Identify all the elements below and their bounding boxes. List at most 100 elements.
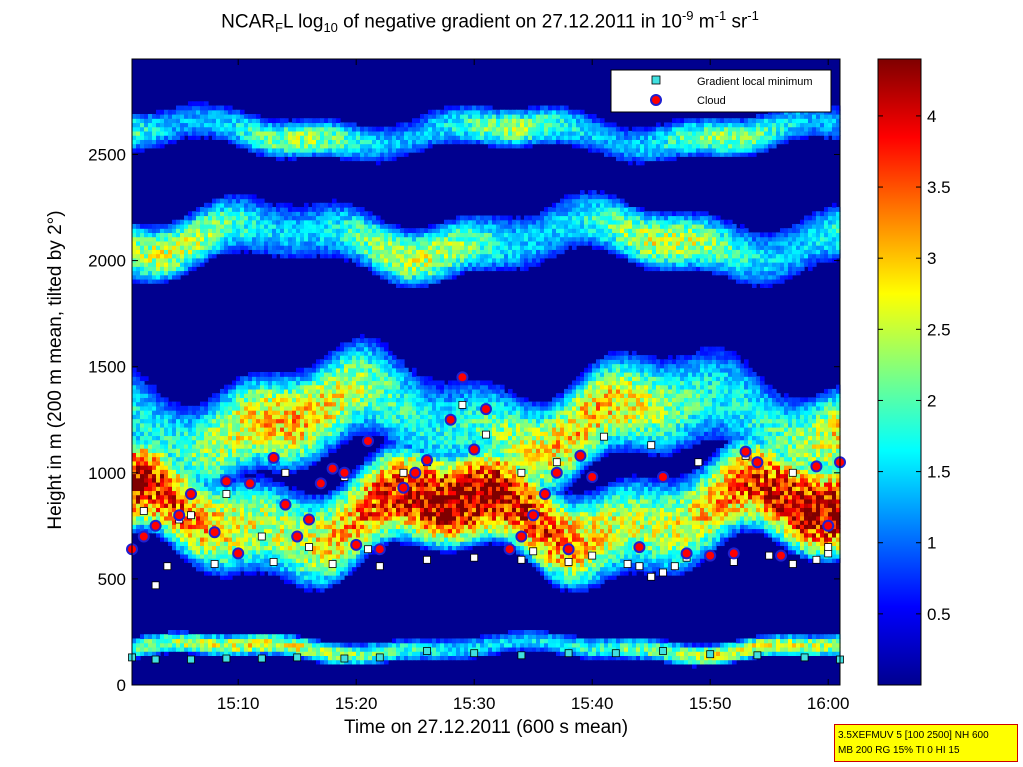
heatmap-cell	[368, 350, 373, 356]
heatmap-cell	[304, 122, 309, 128]
heatmap-cell	[244, 562, 249, 568]
heatmap-cell	[208, 113, 213, 119]
heatmap-cell	[288, 122, 293, 128]
heatmap-cell	[356, 469, 361, 475]
heatmap-cell	[296, 211, 301, 217]
heatmap-cell	[320, 240, 325, 246]
heatmap-cell	[216, 638, 221, 644]
heatmap-cell	[144, 253, 149, 259]
heatmap-cell	[380, 515, 385, 521]
heatmap-cell	[356, 139, 361, 145]
heatmap-cell	[168, 448, 173, 453]
heatmap-cell	[172, 418, 177, 424]
heatmap-cell	[388, 452, 393, 458]
heatmap-cell	[288, 410, 293, 415]
heatmap-cell	[344, 511, 349, 517]
heatmap-cell	[260, 223, 265, 229]
heatmap-cell	[144, 410, 149, 415]
heatmap-cell	[204, 228, 209, 234]
heatmap-cell	[332, 249, 337, 255]
heatmap-cell	[136, 498, 141, 504]
heatmap-cell	[280, 376, 285, 382]
heatmap-cell	[160, 401, 165, 407]
heatmap-cell	[236, 380, 241, 386]
heatmap-cell	[168, 498, 173, 504]
heatmap-cell	[300, 139, 305, 145]
heatmap-cell	[336, 384, 341, 390]
heatmap-cell	[352, 126, 357, 132]
heatmap-cell	[276, 384, 281, 390]
heatmap-cell	[328, 350, 333, 356]
heatmap-cell	[168, 228, 173, 234]
heatmap-cell	[348, 659, 353, 665]
heatmap-cell	[296, 646, 301, 652]
heatmap-cell	[216, 232, 221, 238]
heatmap-cell	[344, 380, 349, 386]
heatmap-cell	[260, 240, 265, 246]
heatmap-cell	[196, 207, 201, 212]
heatmap-cell	[268, 431, 273, 437]
heatmap-cell	[392, 524, 397, 530]
heatmap-cell	[188, 228, 193, 234]
heatmap-cell	[328, 202, 333, 208]
heatmap-cell	[204, 215, 209, 221]
heatmap-cell	[324, 541, 329, 547]
heatmap-cell	[212, 469, 217, 475]
heatmap-cell	[268, 566, 273, 572]
chart-title: NCARFL log10 of negative gradient on 27.…	[221, 8, 759, 36]
heatmap-cell	[336, 575, 341, 580]
heatmap-cell	[344, 541, 349, 547]
heatmap-cell	[184, 503, 189, 508]
heatmap-cell	[320, 207, 325, 212]
heatmap-cell	[292, 156, 297, 162]
heatmap-cell	[384, 249, 389, 255]
heatmap-cell	[400, 274, 405, 280]
heatmap-cell	[192, 486, 197, 492]
heatmap-cell	[404, 257, 409, 263]
heatmap-cell	[400, 232, 405, 238]
heatmap-cell	[168, 524, 173, 530]
heatmap-cell	[384, 245, 389, 250]
heatmap-cell	[136, 245, 141, 250]
heatmap-cell	[256, 465, 261, 470]
heatmap-cell	[292, 528, 297, 534]
heatmap-cell	[136, 274, 141, 280]
heatmap-cell	[144, 126, 149, 132]
heatmap-cell	[308, 575, 313, 580]
heatmap-cell	[336, 562, 341, 568]
heatmap-cell	[380, 139, 385, 145]
heatmap-cell	[348, 651, 353, 656]
heatmap-cell	[244, 211, 249, 217]
heatmap-cell	[168, 642, 173, 648]
heatmap-cell	[208, 211, 213, 217]
heatmap-cell	[228, 448, 233, 453]
heatmap-cell	[264, 456, 269, 462]
heatmap-cell	[252, 549, 257, 555]
heatmap-cell	[372, 536, 377, 542]
heatmap-cell	[224, 211, 229, 217]
heatmap-cell	[172, 460, 177, 466]
heatmap-cell	[376, 397, 381, 403]
heatmap-cell	[224, 524, 229, 530]
heatmap-cell	[376, 486, 381, 492]
heatmap-cell	[404, 638, 409, 644]
heatmap-cell	[232, 456, 237, 462]
heatmap-cell	[292, 384, 297, 390]
heatmap-cell	[328, 536, 333, 542]
heatmap-cell	[284, 520, 289, 525]
heatmap-cell	[412, 435, 417, 441]
heatmap-cell	[212, 452, 217, 458]
heatmap-cell	[176, 223, 181, 229]
heatmap-cell	[168, 401, 173, 407]
heatmap-cell	[272, 253, 277, 259]
heatmap-cell	[284, 426, 289, 432]
heatmap-cell	[192, 634, 197, 640]
heatmap-cell	[292, 139, 297, 145]
heatmap-cell	[252, 638, 257, 644]
heatmap-cell	[304, 528, 309, 534]
heatmap-cell	[252, 528, 257, 534]
heatmap-cell	[316, 139, 321, 145]
heatmap-cell	[148, 143, 153, 149]
heatmap-cell	[272, 553, 277, 559]
heatmap-cell	[228, 410, 233, 415]
